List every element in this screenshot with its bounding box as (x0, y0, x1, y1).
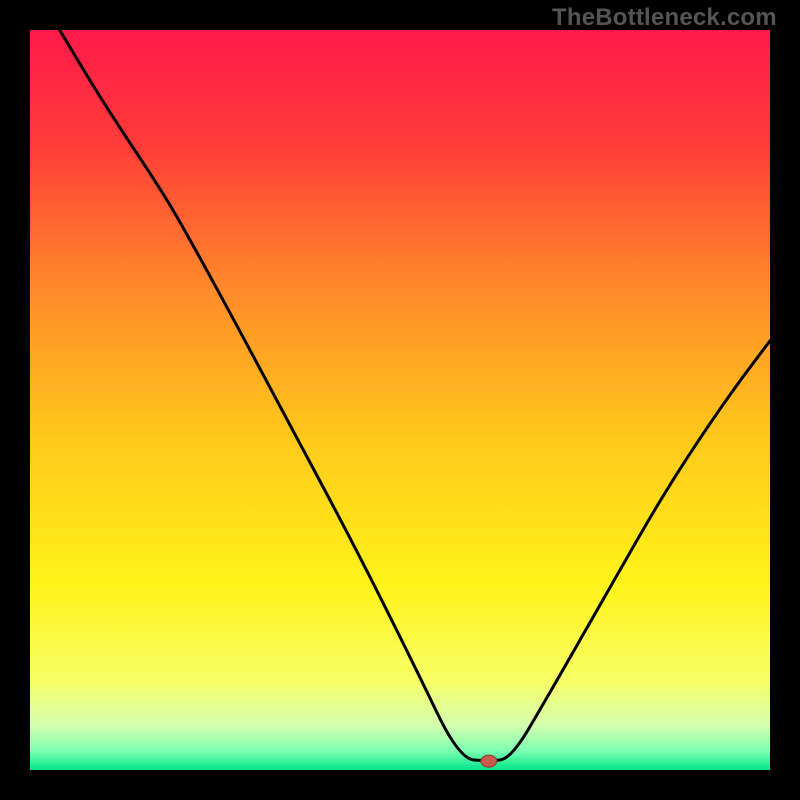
chart-svg (30, 30, 770, 770)
optimal-point-marker (481, 755, 497, 767)
plot-area (30, 30, 770, 770)
gradient-background (30, 30, 770, 770)
watermark-text: TheBottleneck.com (552, 4, 777, 32)
